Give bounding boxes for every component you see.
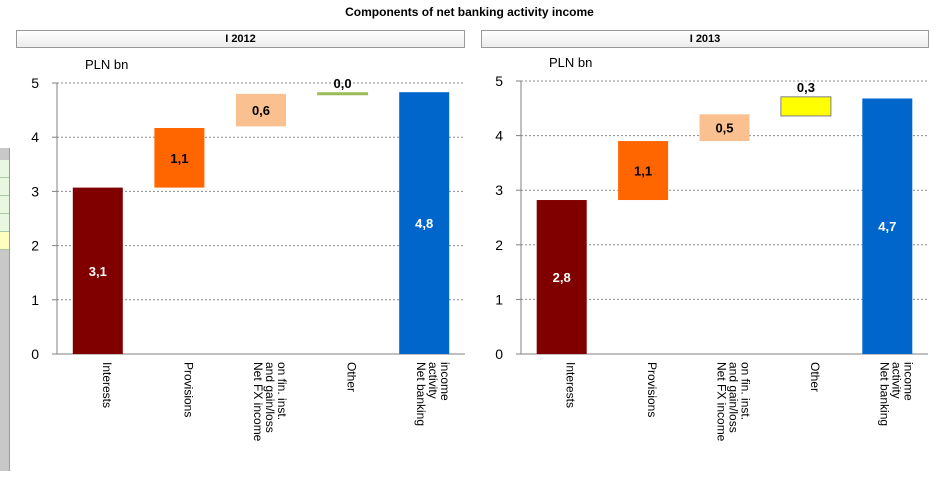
bar-value-label: 0,5 [715, 121, 733, 136]
x-tick-label: Provisions [181, 362, 195, 417]
strip-cell [0, 178, 9, 196]
bar [154, 127, 205, 188]
y-tick-label: 2 [495, 237, 503, 253]
bar [699, 114, 750, 142]
x-tick-label: Other [808, 362, 822, 392]
bar [317, 92, 369, 96]
x-tick-label: income [438, 362, 452, 401]
bar-value-label: 2,8 [553, 270, 571, 285]
x-tick-label: and gain/loss [727, 362, 741, 433]
bar-value-label: 0,6 [252, 103, 270, 118]
bar-value-label: 0,3 [797, 80, 815, 95]
x-tick-label: on fin. inst. [275, 362, 289, 420]
bar-value-label: 0,0 [334, 76, 352, 91]
bar [236, 93, 286, 127]
bar [780, 96, 832, 117]
y-tick-label: 0 [495, 346, 503, 362]
y-tick-label: 3 [495, 182, 503, 198]
x-tick-label: Provisions [645, 362, 659, 417]
x-tick-label: income [901, 362, 915, 401]
left-edge-strip [0, 148, 10, 471]
x-tick-label: Net FX income [715, 362, 729, 442]
bar [536, 200, 587, 354]
y-tick-label: 1 [31, 292, 39, 308]
y-tick-label: 1 [495, 291, 503, 307]
unit-label: PLN bn [85, 57, 128, 72]
x-tick-label: Interests [100, 362, 114, 408]
chart-title: Components of net banking activity incom… [345, 5, 594, 19]
x-tick-label: activity [426, 362, 440, 399]
bar [618, 141, 669, 201]
x-tick-label: on fin. inst. [739, 362, 753, 420]
panel-header-2012: I 2012 [16, 30, 465, 48]
panel-header-2013: I 2013 [481, 30, 929, 48]
x-tick-label: Net FX income [251, 362, 265, 442]
strip-cell [0, 196, 9, 214]
y-tick-label: 5 [495, 73, 503, 89]
bar-value-label: 4,7 [878, 219, 896, 234]
y-tick-label: 3 [31, 183, 39, 199]
y-tick-label: 0 [31, 346, 39, 362]
x-tick-label: activity [889, 362, 903, 399]
y-tick-label: 4 [495, 128, 503, 144]
bar [399, 92, 450, 355]
x-tick-label: Net banking [414, 362, 428, 426]
y-tick-label: 2 [31, 238, 39, 254]
x-tick-label: Net banking [877, 362, 891, 426]
x-tick-label: Other [345, 362, 359, 392]
bar-value-label: 1,1 [170, 151, 188, 166]
strip-cell [0, 232, 9, 250]
bar [72, 187, 123, 354]
y-tick-label: 5 [31, 75, 39, 91]
bar [862, 98, 913, 354]
bar-value-label: 3,1 [89, 264, 107, 279]
x-tick-label: and gain/loss [263, 362, 277, 433]
strip-cell [0, 160, 9, 178]
unit-label: PLN bn [549, 55, 592, 70]
bar-value-label: 4,8 [415, 216, 433, 231]
y-tick-label: 4 [31, 129, 39, 145]
bar-value-label: 1,1 [634, 164, 652, 179]
strip-cell [0, 214, 9, 232]
x-tick-label: Interests [564, 362, 578, 408]
